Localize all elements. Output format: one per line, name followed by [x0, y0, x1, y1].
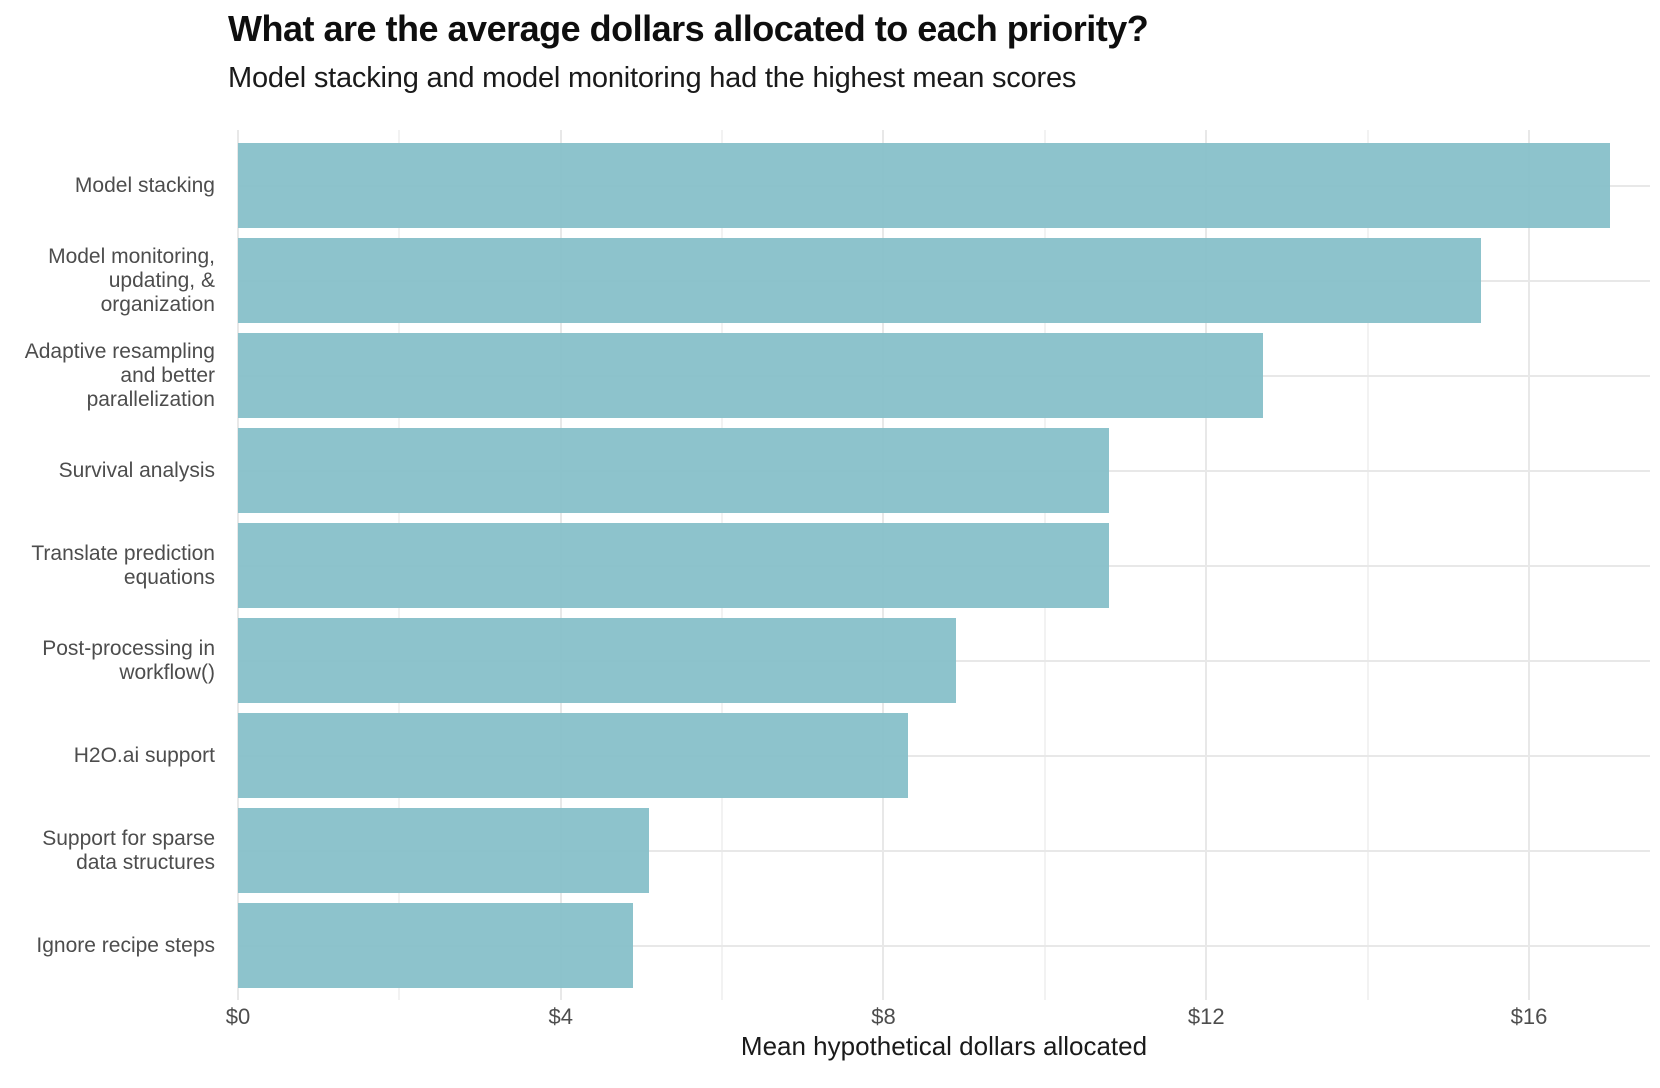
y-axis-label: Ignore recipe steps: [36, 933, 215, 957]
y-axis-label: H2O.ai support: [73, 743, 215, 767]
y-axis-label: Model stacking: [74, 173, 215, 197]
y-axis-label: Survival analysis: [58, 458, 215, 482]
bar-adaptive-resampling: [238, 333, 1263, 418]
bar-support-for-sparse: [238, 808, 650, 893]
bar-h2o-ai-support: [238, 713, 908, 798]
bar-model-stacking: [238, 143, 1610, 228]
bar-ignore-recipe-steps: [238, 903, 634, 988]
y-axis-label: Support for sparse data structures: [42, 826, 215, 874]
gridline-major: [238, 944, 1650, 947]
y-axis-label: Post-processing in workflow(): [42, 636, 215, 684]
x-axis-tick-label: $4: [548, 1004, 573, 1029]
x-axis-tick-label: $12: [1187, 1004, 1225, 1029]
y-axis-label: Model monitoring, updating, & organizati…: [48, 244, 215, 316]
bar-model-monitoring: [238, 238, 1481, 323]
x-axis-tick-label: $16: [1510, 1004, 1548, 1029]
x-axis-title: Mean hypothetical dollars allocated: [740, 1031, 1148, 1061]
bar-survival-analysis: [238, 428, 1110, 513]
gridline-major: [238, 849, 1650, 852]
bar-translate-prediction: [238, 523, 1110, 608]
x-axis-tick-label: $8: [871, 1004, 896, 1029]
y-axis-label: Translate prediction equations: [31, 541, 215, 589]
x-axis-tick-label: $0: [225, 1004, 251, 1029]
chart-subtitle: Model stacking and model monitoring had …: [228, 62, 1077, 94]
chart-title: What are the average dollars allocated t…: [228, 8, 1149, 49]
y-axis-label: Adaptive resampling and better paralleli…: [24, 339, 215, 411]
gridline-major: [238, 754, 1650, 757]
plot-panel: [237, 130, 1650, 1000]
bar-post-processing-in: [238, 618, 957, 703]
